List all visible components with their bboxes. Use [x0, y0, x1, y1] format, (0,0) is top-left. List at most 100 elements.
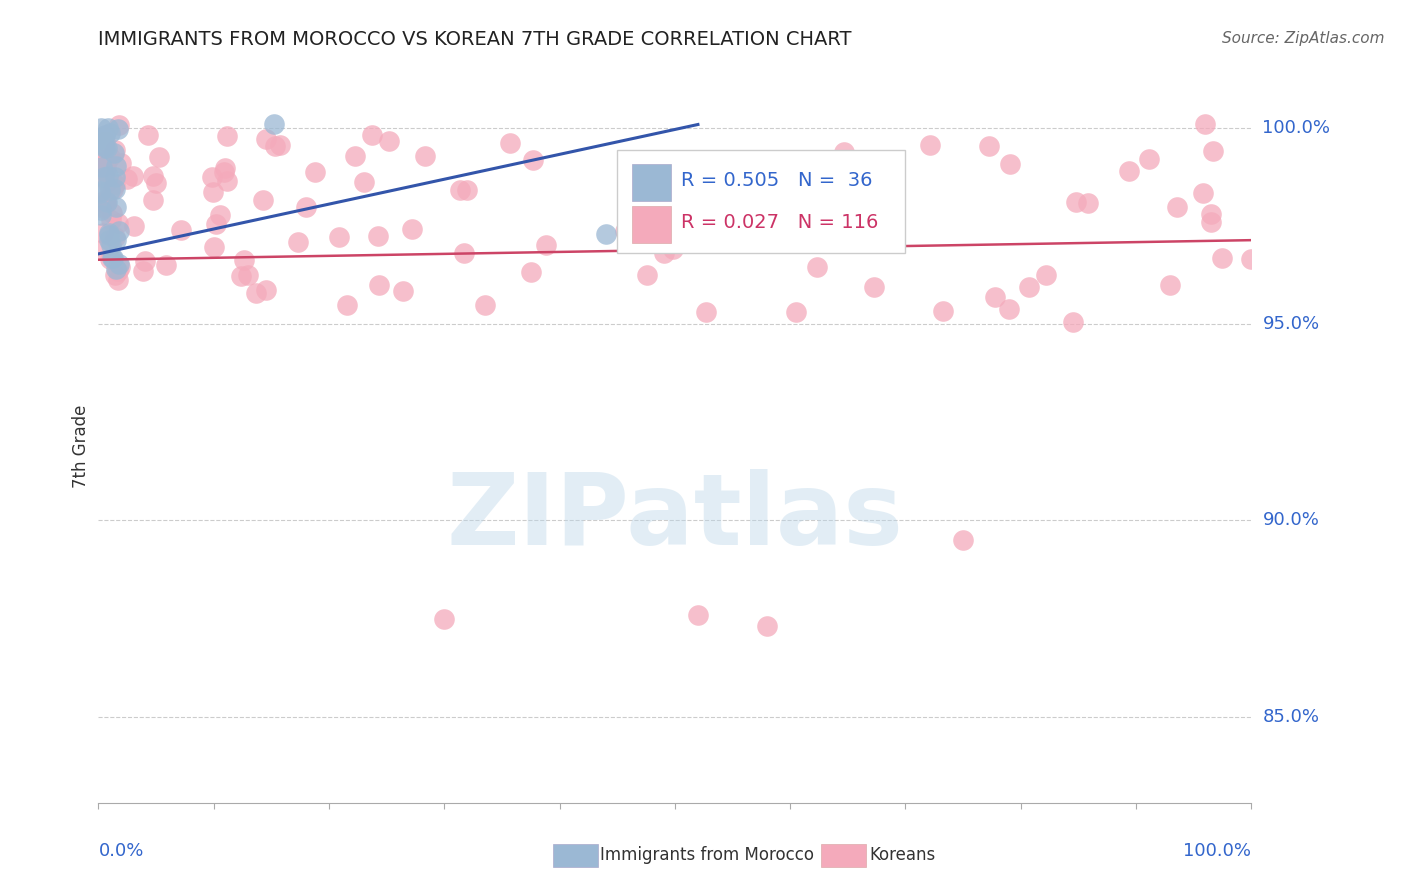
- Point: [96, 141, 118, 155]
- Point: [98, 183, 121, 197]
- Point: [214, 161, 236, 175]
- Point: [97, 121, 120, 136]
- Text: 0.0%: 0.0%: [98, 842, 143, 860]
- Point: [263, 139, 285, 153]
- Point: [100, 126, 122, 140]
- Point: [269, 138, 291, 153]
- Point: [1139, 152, 1161, 166]
- Point: [1062, 315, 1084, 329]
- Text: 100.0%: 100.0%: [1263, 120, 1330, 137]
- Point: [93, 170, 115, 185]
- Text: IMMIGRANTS FROM MOROCCO VS KOREAN 7TH GRADE CORRELATION CHART: IMMIGRANTS FROM MOROCCO VS KOREAN 7TH GR…: [98, 30, 852, 49]
- Point: [263, 118, 285, 132]
- Point: [108, 260, 131, 274]
- Point: [93, 139, 115, 153]
- Point: [343, 148, 366, 162]
- Point: [97, 169, 120, 184]
- Point: [1194, 118, 1216, 132]
- Point: [202, 185, 225, 199]
- Point: [295, 201, 318, 215]
- Text: Immigrants from Morocco: Immigrants from Morocco: [600, 847, 814, 864]
- Point: [287, 235, 309, 249]
- Point: [202, 240, 225, 254]
- Point: [170, 223, 193, 237]
- Point: [652, 246, 675, 260]
- Point: [107, 263, 129, 277]
- Point: [90, 243, 112, 257]
- Point: [122, 169, 145, 184]
- Point: [1202, 144, 1225, 158]
- Point: [630, 159, 652, 173]
- Point: [98, 226, 121, 240]
- Point: [401, 222, 423, 236]
- Point: [595, 227, 617, 242]
- Point: [918, 138, 941, 153]
- Point: [1201, 215, 1223, 229]
- Point: [132, 264, 155, 278]
- Point: [391, 284, 413, 298]
- Point: [142, 169, 165, 183]
- Text: 85.0%: 85.0%: [1263, 707, 1319, 725]
- FancyBboxPatch shape: [633, 205, 672, 243]
- Point: [90, 208, 112, 222]
- Point: [134, 254, 156, 268]
- Text: 90.0%: 90.0%: [1263, 511, 1319, 530]
- Point: [107, 122, 129, 136]
- Point: [1064, 194, 1087, 209]
- Point: [361, 128, 384, 142]
- Text: R = 0.027   N = 116: R = 0.027 N = 116: [681, 213, 877, 232]
- Point: [90, 120, 112, 135]
- Point: [142, 193, 165, 207]
- FancyBboxPatch shape: [617, 150, 905, 253]
- Text: Source: ZipAtlas.com: Source: ZipAtlas.com: [1222, 31, 1385, 46]
- Point: [89, 132, 111, 146]
- Point: [89, 186, 111, 201]
- Point: [96, 194, 118, 209]
- Point: [1192, 186, 1215, 201]
- Point: [115, 171, 138, 186]
- Text: ZIPatlas: ZIPatlas: [447, 469, 903, 566]
- Point: [91, 226, 114, 240]
- Point: [145, 176, 167, 190]
- Point: [209, 208, 232, 222]
- Point: [98, 252, 121, 267]
- Point: [456, 183, 478, 197]
- Point: [100, 238, 122, 252]
- Point: [96, 161, 118, 175]
- Point: [100, 206, 122, 220]
- Point: [98, 150, 121, 164]
- Point: [979, 139, 1001, 153]
- Point: [449, 183, 471, 197]
- Point: [108, 256, 131, 270]
- Point: [636, 268, 658, 282]
- Point: [104, 200, 127, 214]
- Point: [124, 219, 146, 233]
- Point: [94, 128, 117, 142]
- Point: [101, 182, 124, 196]
- Point: [104, 268, 127, 282]
- Point: [522, 153, 544, 167]
- Point: [104, 159, 127, 173]
- Y-axis label: 7th Grade: 7th Grade: [72, 404, 90, 488]
- Point: [433, 611, 456, 625]
- Point: [614, 224, 637, 238]
- Point: [367, 278, 389, 293]
- Point: [1159, 277, 1181, 292]
- Text: R = 0.505   N =  36: R = 0.505 N = 36: [681, 171, 872, 190]
- Point: [378, 134, 401, 148]
- Point: [1118, 164, 1140, 178]
- Point: [520, 265, 543, 279]
- Point: [353, 176, 375, 190]
- Point: [101, 252, 124, 266]
- Point: [148, 150, 170, 164]
- Point: [104, 233, 127, 247]
- Point: [662, 243, 685, 257]
- Point: [104, 177, 127, 191]
- Point: [1240, 252, 1263, 267]
- Point: [215, 174, 238, 188]
- Point: [863, 280, 886, 294]
- Point: [785, 305, 807, 319]
- Point: [932, 303, 955, 318]
- Point: [107, 273, 129, 287]
- Point: [94, 134, 117, 148]
